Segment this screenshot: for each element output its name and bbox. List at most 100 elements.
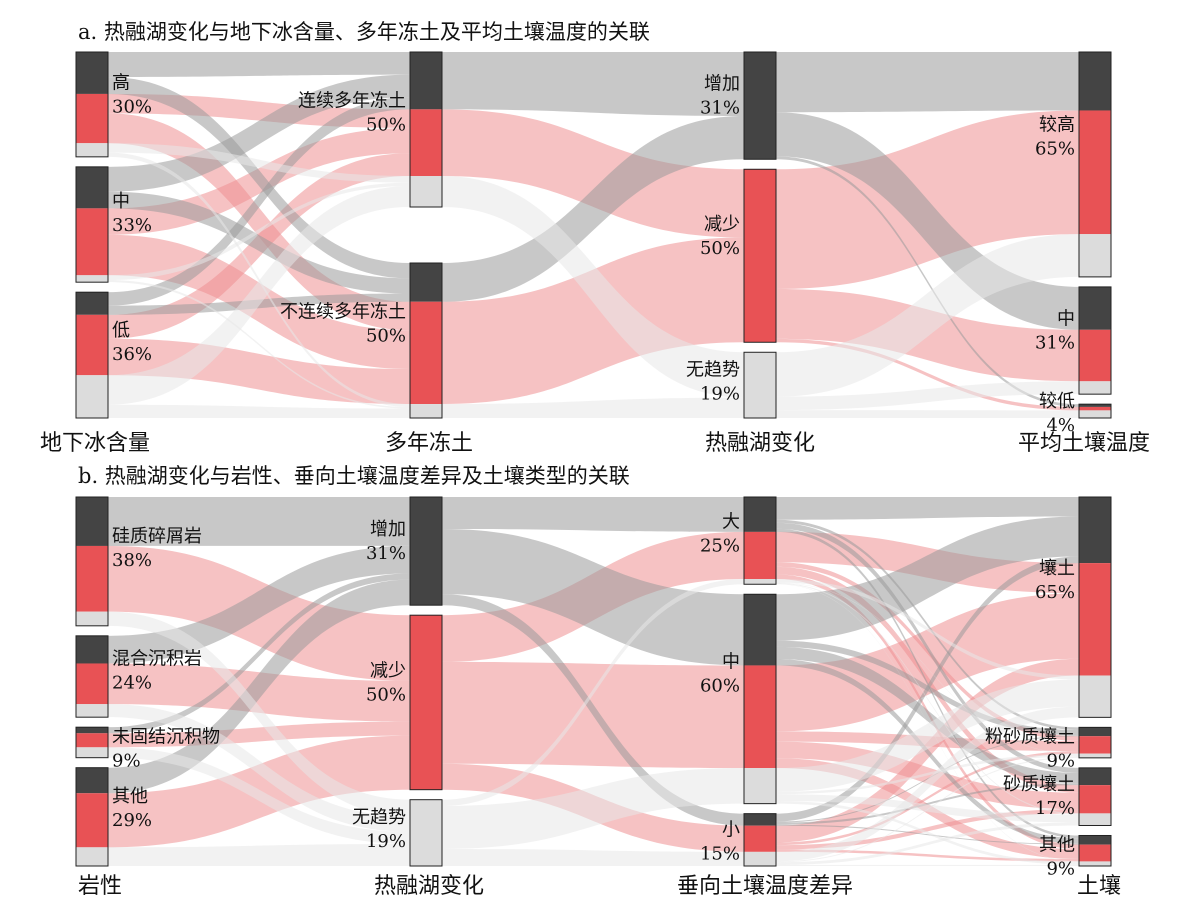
node-segment [744, 594, 776, 666]
panel-b-chart: 硅质碎屑岩 38% 混合沉积岩 24% 未固结沉积物 9% 其他 29% 岩性 增加 31% 减少 50… [75, 496, 1121, 899]
node-outline [743, 351, 777, 419]
node-label: 小 [722, 820, 740, 841]
flow-band [776, 234, 1079, 397]
node-percent: 19% [366, 831, 406, 852]
axis-label: 平均土壤温度 [1018, 431, 1150, 456]
flow-band [776, 579, 1079, 680]
node-label: 无趋势 [686, 359, 740, 380]
axis-label: 土壤 [1077, 874, 1121, 899]
node-segment [744, 52, 776, 160]
node-segment [76, 847, 108, 866]
node-label: 砂质壤土 [1003, 774, 1075, 795]
node-percent: 33% [112, 215, 152, 236]
flow-band [776, 751, 1079, 846]
node-segment [1079, 286, 1111, 330]
node-outline [409, 799, 443, 867]
node-segment [744, 665, 776, 769]
flow-band [442, 848, 744, 866]
node-segment [76, 727, 108, 734]
node-label: 增加 [370, 519, 406, 540]
flow-band [776, 753, 1079, 795]
node-segment [76, 663, 108, 705]
node-outline [75, 726, 109, 759]
node-outline [1078, 403, 1112, 419]
panel-a-title: a. 热融湖变化与地下冰含量、多年冻土及平均土壤温度的关联 [78, 20, 650, 44]
node-segment [744, 497, 776, 532]
node-segment [1079, 406, 1111, 411]
node-segment [76, 611, 108, 626]
node-segment [76, 166, 108, 209]
flow-band [776, 582, 1079, 815]
node-segment [744, 169, 776, 343]
node-outline [75, 166, 109, 283]
node-segment [1079, 234, 1111, 277]
flow-band [776, 582, 1079, 754]
node-label: 减少 [370, 660, 406, 681]
flow-band [776, 864, 1079, 866]
node-percent: 29% [112, 810, 152, 831]
node-segment [76, 208, 108, 276]
node-segment [1079, 404, 1111, 407]
node-segment [1079, 52, 1111, 111]
node-label: 硅质碎屑岩 [112, 526, 202, 547]
node-segment [76, 375, 108, 418]
node-percent: 50% [366, 114, 406, 135]
node-segment [76, 767, 108, 794]
node-segment [1079, 813, 1111, 826]
flow-layer [108, 52, 1079, 418]
node-percent: 31% [366, 543, 406, 564]
node-outline [743, 168, 777, 343]
node-segment [76, 93, 108, 144]
flow-band [108, 721, 410, 748]
flow-band [108, 704, 410, 832]
flow-band [776, 646, 1079, 784]
flow-band [776, 410, 1079, 418]
node-outline [75, 51, 109, 158]
node-outline [75, 291, 109, 419]
node-label: 中 [112, 191, 130, 212]
node-segment [1079, 844, 1111, 862]
node-outline [409, 496, 443, 606]
node-segment [76, 292, 108, 315]
node-percent: 9% [112, 750, 141, 771]
node-percent: 60% [700, 676, 740, 697]
node-percent: 31% [1035, 332, 1075, 353]
flow-band [108, 74, 410, 192]
node-percent: 65% [1035, 139, 1075, 160]
node-segment [76, 275, 108, 283]
flow-band [108, 77, 410, 279]
axis-label: 岩性 [78, 874, 122, 899]
node-outline [1078, 834, 1112, 867]
node-outline [75, 635, 109, 718]
node-segment [1079, 329, 1111, 382]
node-outline [1078, 726, 1112, 759]
node-segment [744, 813, 776, 826]
node-segment [410, 52, 442, 110]
flow-band [776, 381, 1079, 411]
node-segment [744, 825, 776, 852]
node-percent: 30% [112, 97, 152, 118]
flow-band [776, 783, 1079, 825]
flow-band [776, 156, 1079, 407]
flow-band [776, 824, 1079, 845]
flow-band [776, 822, 1079, 865]
node-label: 未固结沉积物 [112, 726, 220, 747]
node-segment [76, 793, 108, 848]
node-label: 粉砂质壤土 [985, 727, 1075, 748]
node-segment [76, 497, 108, 546]
node-segment [76, 747, 108, 758]
node-segment [410, 176, 442, 207]
flow-band [442, 579, 744, 807]
node-segment [76, 733, 108, 748]
flow-band [108, 747, 410, 844]
node-segment [1079, 861, 1111, 866]
flow-band [776, 338, 1079, 411]
node-percent: 50% [366, 325, 406, 346]
node-percent: 9% [1046, 751, 1075, 772]
flow-band [108, 191, 410, 294]
node-percent: 15% [700, 844, 740, 865]
node-percent: 50% [700, 238, 740, 259]
node-segment [1079, 563, 1111, 676]
flow-band [108, 182, 410, 281]
